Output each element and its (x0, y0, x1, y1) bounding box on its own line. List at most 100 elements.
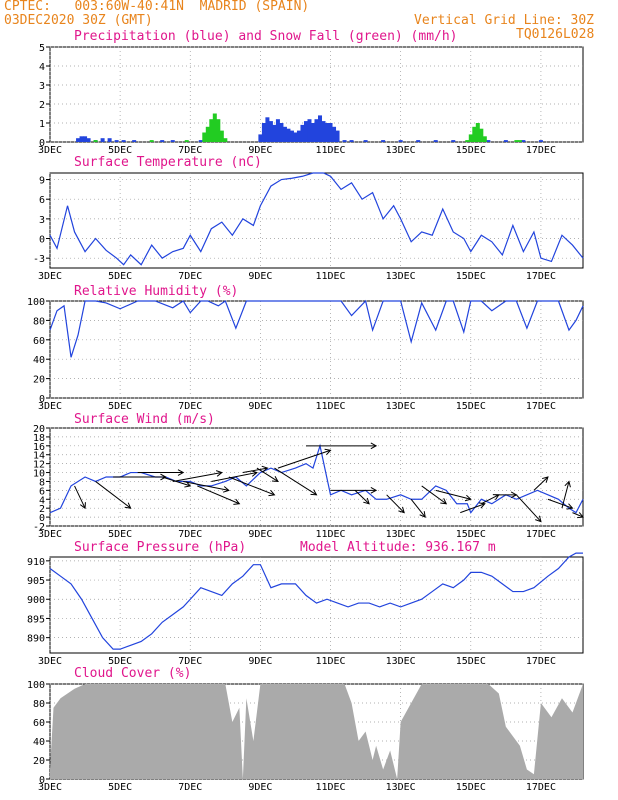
wind-arrow (183, 480, 229, 491)
precip-bar (202, 132, 207, 142)
precip-bar (451, 140, 456, 142)
cloud-ytick-label: 80 (33, 699, 45, 710)
precip-xtick-label: 7DEC (178, 145, 202, 156)
temp-xtick-label: 9DEC (248, 271, 272, 282)
rh-xtick-label: 11DEC (315, 401, 345, 412)
wind-ytick-label: 16 (33, 442, 45, 453)
precip-xtick-label: 5DEC (108, 145, 132, 156)
precip-bar (321, 121, 326, 142)
pres-xtick-label: 3DEC (38, 656, 62, 667)
precip-bar (289, 130, 294, 142)
precip-bar (76, 138, 81, 142)
rh-xtick-label: 7DEC (178, 401, 202, 412)
wind-arrow (277, 449, 331, 469)
wind-xtick-label: 17DEC (526, 529, 556, 540)
cloud-xtick-label: 7DEC (178, 782, 202, 793)
pres-frame (49, 556, 584, 654)
precip-bar (433, 140, 438, 142)
precip-bar (332, 126, 337, 142)
precip-bar (160, 140, 165, 142)
precip-bar (472, 126, 477, 142)
wind-arrow (74, 485, 86, 509)
wind-arrow (547, 498, 573, 509)
wind-ytick-label: 18 (33, 433, 45, 444)
wind-arrow-head (222, 486, 230, 493)
wind-arrow (421, 485, 447, 505)
wind-ytick-label: 10 (33, 469, 45, 480)
precip-xtick-label: 9DEC (248, 145, 272, 156)
precip-bar (279, 123, 284, 142)
precip-ytick-label: 3 (39, 81, 45, 92)
wind-arrow-head (370, 487, 378, 494)
cloud-area (50, 684, 583, 779)
precip-ytick-label: 0 (39, 138, 45, 149)
pres-ytick-label: 890 (27, 634, 45, 645)
wind-arrow-head (535, 515, 542, 523)
temp-ytick-label: 0 (39, 235, 45, 246)
wind-arrow-head (184, 481, 192, 488)
wind-xtick-label: 3DEC (38, 529, 62, 540)
rh-xtick-label: 15DEC (456, 401, 486, 412)
wind-arrow (172, 472, 222, 482)
wind-xtick-label: 9DEC (248, 529, 272, 540)
precip-bar (475, 123, 480, 142)
model-altitude: Model Altitude: 936.167 m (300, 540, 496, 555)
wind-ytick-label: 0 (39, 513, 45, 524)
precip-bar (149, 140, 154, 142)
rh-ytick-label: 60 (33, 336, 45, 347)
wind-arrow-head (398, 506, 405, 514)
wind-xtick-label: 5DEC (108, 529, 132, 540)
cloud-ytick-label: 60 (33, 718, 45, 729)
precip-bar (310, 123, 315, 142)
wind-ytick-label: 2 (39, 504, 45, 515)
wind-arrow (95, 481, 131, 509)
precip-bar (307, 119, 312, 142)
temp-xtick-label: 15DEC (456, 271, 486, 282)
cloud-xtick-label: 13DEC (386, 782, 416, 793)
rh-frame (49, 300, 584, 399)
wind-arrow (228, 476, 275, 496)
pres-xtick-label: 9DEC (248, 656, 272, 667)
precip-title: Precipitation (blue) and Snow Fall (gree… (74, 29, 458, 44)
cloud-ytick-label: 100 (27, 680, 45, 691)
cloud-ytick-label: 0 (39, 775, 45, 786)
precip-bar (325, 123, 330, 142)
precip-bar (300, 124, 305, 142)
wind-arrow (410, 498, 426, 518)
wind-arrow-head (79, 502, 86, 510)
pres-xtick-label: 17DEC (526, 656, 556, 667)
wind-arrow (274, 467, 317, 496)
pres-ytick-label: 905 (27, 576, 45, 587)
precip-bar (335, 130, 340, 142)
pres-xtick-label: 11DEC (315, 656, 345, 667)
wind-arrow-head (268, 489, 276, 497)
wind-arrow-head (440, 498, 448, 505)
precip-bar (296, 130, 301, 142)
wind-xtick-label: 11DEC (315, 529, 345, 540)
precip-xtick-label: 11DEC (315, 145, 345, 156)
wind-ytick-label: 8 (39, 477, 45, 488)
precip-bar (93, 140, 98, 142)
cloud-ytick-label: 20 (33, 756, 45, 767)
wind-xtick-label: 15DEC (456, 529, 486, 540)
wind-arrow-head (233, 498, 241, 505)
wind-arrow-head (124, 502, 132, 509)
precip-bar (258, 134, 263, 142)
precip-bar (521, 140, 526, 142)
pres-ytick-label: 910 (27, 557, 45, 568)
precip-bar (482, 136, 487, 142)
pres-ytick-label: 895 (27, 614, 45, 625)
rh-title: Relative Humidity (%) (74, 284, 239, 299)
wind-ytick-label: 20 (33, 424, 45, 435)
rh-ytick-label: 80 (33, 316, 45, 327)
temp-xtick-label: 11DEC (315, 271, 345, 282)
wind-arrow-head (542, 476, 549, 483)
wind-arrow-head (261, 465, 269, 473)
wind-arrow (242, 467, 268, 474)
precip-bar (286, 128, 291, 142)
wind-arrow-head (363, 497, 370, 505)
wind-ytick-label: -2 (33, 522, 45, 533)
precip-bar (198, 140, 203, 142)
precip-bar (184, 140, 189, 142)
precip-bar (83, 136, 88, 142)
